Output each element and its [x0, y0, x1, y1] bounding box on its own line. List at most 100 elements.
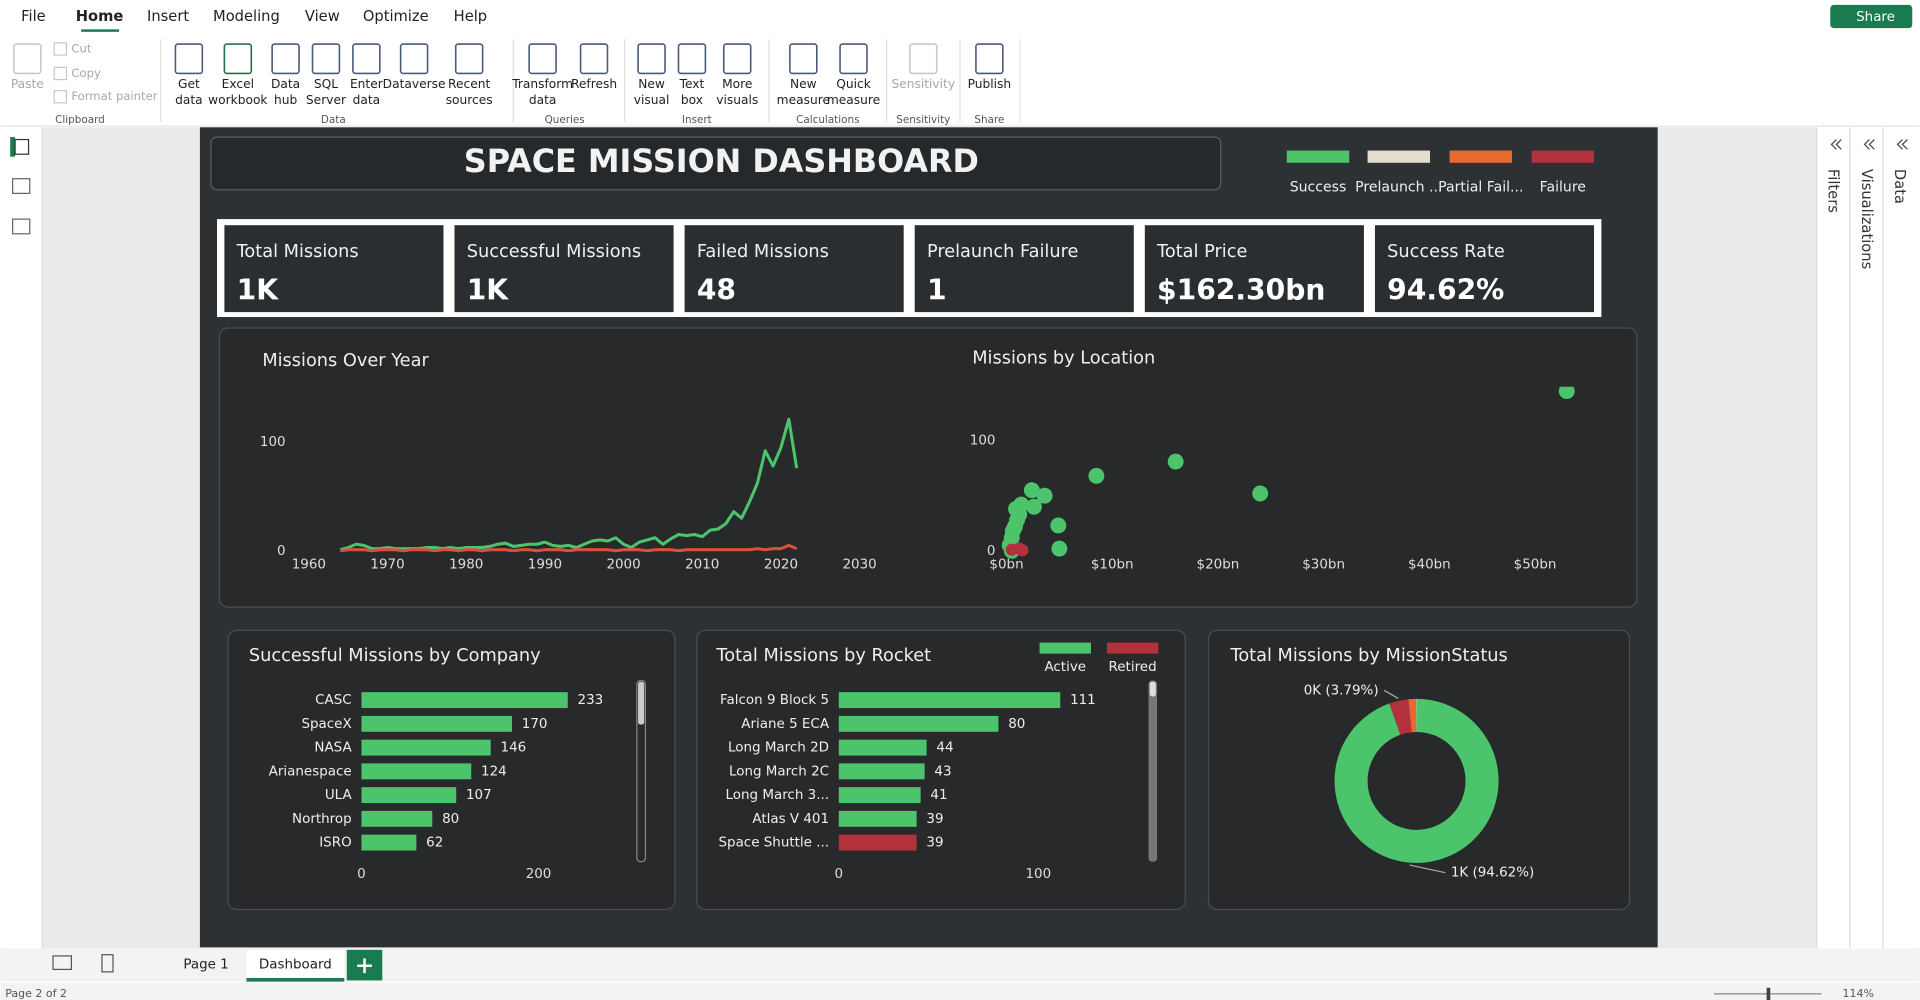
ribbon-tab[interactable]: Modeling — [213, 8, 280, 25]
trend-panel — [218, 327, 1638, 608]
side-pane-title[interactable]: Data — [1891, 169, 1908, 204]
ribbon-button[interactable]: Dataverse — [383, 77, 446, 91]
category-label: Long March 2C — [729, 764, 829, 779]
page-tab[interactable]: Dashboard — [259, 958, 332, 973]
bar — [838, 739, 927, 756]
chart-title: Total Missions by Rocket — [715, 646, 931, 666]
category-label: Northrop — [292, 812, 352, 827]
scrollbar[interactable] — [1148, 680, 1158, 862]
legend-swatch — [1531, 150, 1595, 163]
data-label: 80 — [1008, 717, 1025, 732]
ribbon-button[interactable]: Sensitivity — [891, 77, 955, 91]
ribbon-button[interactable]: Enter — [350, 77, 384, 91]
ribbon-tab[interactable]: Insert — [147, 8, 189, 25]
legend-swatch — [1039, 642, 1091, 654]
scrollbar[interactable] — [636, 679, 647, 863]
x-tick-label: 0 — [835, 867, 844, 882]
data-label: 43 — [934, 764, 951, 779]
data-label: 44 — [936, 741, 953, 756]
donut-slice — [1334, 698, 1499, 863]
data-label: 233 — [578, 693, 604, 708]
ribbon-button[interactable]: Format painter — [71, 89, 157, 103]
data-label: 41 — [930, 788, 947, 803]
legend-swatch — [1449, 150, 1513, 163]
ribbon-tab[interactable]: Home — [76, 8, 124, 25]
ribbon-icon — [454, 43, 484, 75]
ribbon-button[interactable]: Quick — [836, 77, 871, 91]
ribbon-button[interactable]: Refresh — [571, 77, 617, 91]
ribbon-button[interactable]: measure — [827, 93, 880, 107]
model-view-icon[interactable] — [12, 218, 31, 235]
bar — [838, 834, 917, 851]
category-label: Long March 3... — [726, 788, 830, 803]
ribbon-icon — [352, 43, 381, 75]
leader-line — [1409, 864, 1446, 874]
scrollbar-thumb[interactable] — [1149, 681, 1156, 697]
bar — [838, 810, 917, 827]
ribbon-button[interactable]: data — [353, 93, 381, 107]
ribbon-button[interactable]: More — [722, 77, 752, 91]
ribbon-button[interactable]: Recent — [448, 77, 490, 91]
category-label: CASC — [315, 693, 352, 708]
desktop-layout-icon[interactable] — [52, 955, 72, 971]
ribbon-button[interactable]: Excel — [222, 77, 254, 91]
ribbon-button[interactable]: Publish — [968, 77, 1012, 91]
x-tick-label: $50bn — [1514, 557, 1557, 572]
ribbon-tab[interactable]: Optimize — [363, 8, 429, 25]
ribbon-button[interactable]: Text — [679, 77, 705, 91]
ribbon-button[interactable]: visuals — [716, 93, 758, 107]
ribbon-icon — [311, 43, 341, 75]
ribbon-button[interactable]: visual — [634, 93, 670, 107]
ribbon-button[interactable]: Transform — [511, 77, 573, 91]
ribbon-button[interactable]: data — [175, 93, 203, 107]
rocket-panel — [696, 629, 1186, 911]
ribbon-icon — [271, 43, 300, 75]
kpi-card — [684, 225, 904, 313]
legend-label: Failure — [1540, 179, 1586, 195]
ribbon-button[interactable]: Get — [178, 77, 200, 91]
ribbon-tab[interactable]: View — [305, 8, 340, 25]
x-tick-label: 1970 — [370, 557, 404, 572]
ribbon-button[interactable]: Data — [271, 77, 300, 91]
ribbon-group-label: Sensitivity — [896, 114, 950, 126]
ribbon-icon — [975, 43, 1004, 75]
bar — [361, 787, 457, 804]
kpi-card — [1144, 225, 1364, 313]
ribbon-button[interactable]: box — [681, 93, 703, 107]
ribbon-tab[interactable]: File — [21, 8, 46, 25]
donut-slice — [1416, 698, 1417, 732]
scrollbar-thumb[interactable] — [638, 681, 645, 725]
share-label[interactable]: Share — [1856, 10, 1895, 25]
ribbon-icon — [722, 43, 752, 75]
zoom-thumb[interactable] — [1766, 987, 1771, 1000]
ribbon-button[interactable]: data — [529, 93, 557, 107]
ribbon-button[interactable]: New — [790, 77, 817, 91]
data-label: 107 — [466, 788, 492, 803]
ribbon-button[interactable]: SQL — [314, 77, 338, 91]
category-label: Falcon 9 Block 5 — [720, 693, 829, 708]
ribbon-button[interactable]: Server — [306, 93, 347, 107]
ribbon-button[interactable]: Paste — [11, 77, 44, 91]
data-label: 111 — [1070, 693, 1096, 708]
ribbon-button[interactable]: workbook — [208, 93, 268, 107]
ribbon-button[interactable]: New — [638, 77, 665, 91]
ribbon-button[interactable]: hub — [274, 93, 297, 107]
legend-label: Active — [1044, 660, 1086, 675]
ribbon-button[interactable]: measure — [777, 93, 830, 107]
share-button[interactable] — [1830, 4, 1913, 29]
side-pane-title[interactable]: Visualizations — [1858, 169, 1875, 269]
ribbon-tab[interactable]: Help — [454, 8, 487, 25]
page-tab[interactable]: Page 1 — [183, 958, 228, 973]
ribbon-button[interactable]: Cut — [71, 41, 91, 55]
kpi-value: 1K — [237, 273, 280, 306]
ribbon-button[interactable]: Copy — [71, 66, 101, 80]
ribbon-button[interactable]: sources — [446, 93, 493, 107]
ribbon-icon — [677, 43, 707, 75]
table-view-icon[interactable] — [12, 178, 31, 195]
category-label: Space Shuttle ... — [718, 836, 829, 851]
report-view-icon[interactable] — [14, 138, 30, 155]
category-label: ISRO — [319, 836, 351, 851]
data-label: 39 — [926, 836, 943, 851]
mobile-layout-icon[interactable] — [101, 954, 114, 973]
side-pane-title[interactable]: Filters — [1825, 169, 1842, 213]
